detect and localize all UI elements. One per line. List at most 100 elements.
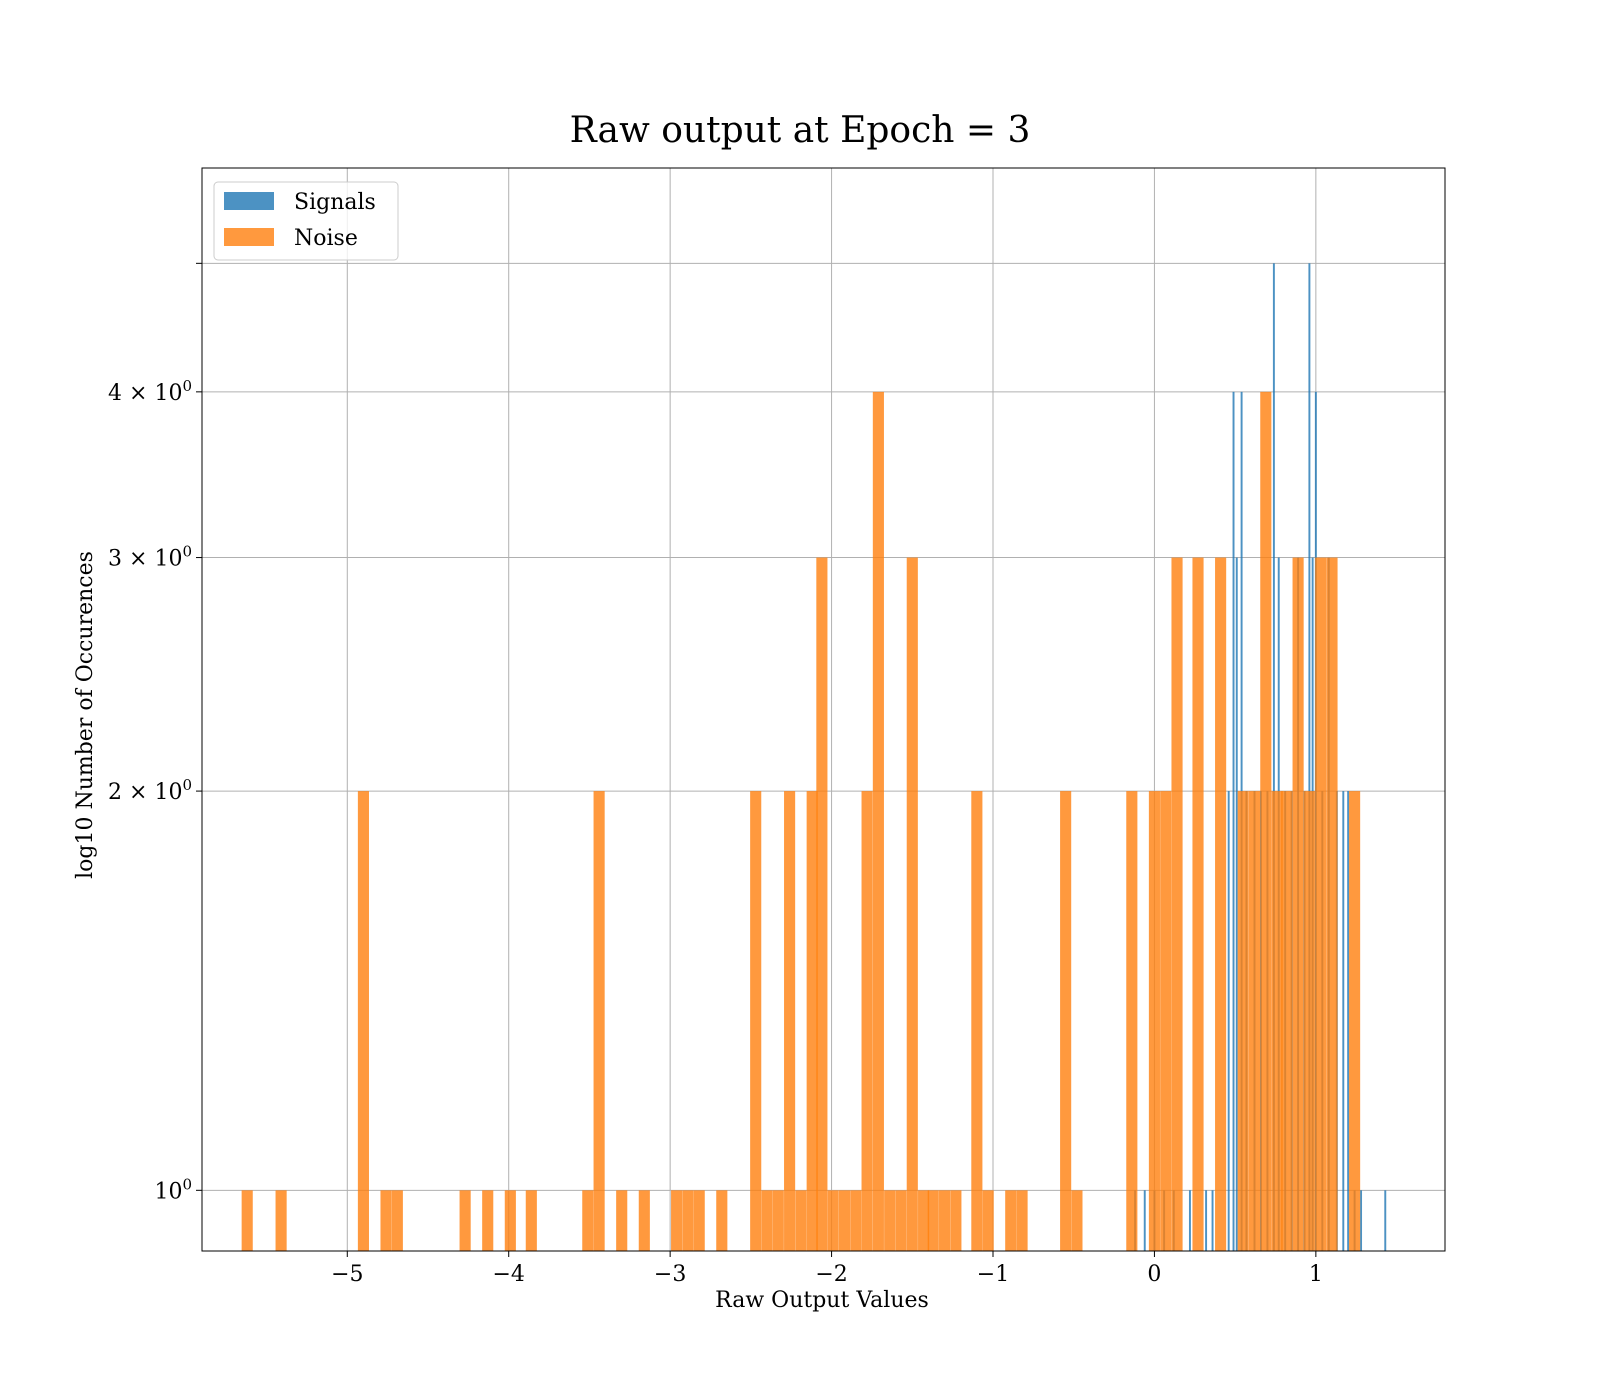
histogram-bar-signals — [1342, 791, 1345, 1251]
x-axis-ticks: −5 −4 −3 −2 −1 0 1 — [331, 1251, 1323, 1287]
histogram-bar-noise — [1292, 557, 1304, 1251]
histogram-bar-noise — [1060, 791, 1072, 1251]
plot-frame — [201, 167, 1446, 1252]
histogram-bar-noise — [1160, 791, 1172, 1251]
histogram-bar-signals — [1227, 791, 1230, 1251]
y-tick-label-exponent: 0 — [182, 1175, 192, 1193]
histogram-bar-noise — [616, 1190, 628, 1251]
histogram-bar-noise — [1281, 791, 1293, 1251]
y-tick-label: 4 × 100 — [108, 377, 192, 406]
histogram-bar-signals — [1232, 391, 1235, 1251]
histogram-bar-noise — [971, 791, 983, 1251]
series-noise — [241, 391, 1361, 1251]
y-axis-label: log10 Number of Occurences — [73, 551, 98, 879]
histogram-bar-noise — [795, 1190, 807, 1251]
legend-label-signals: Signals — [294, 190, 376, 215]
histogram-bar-noise — [716, 1190, 728, 1251]
y-tick-label-base: 10 — [154, 1179, 182, 1204]
histogram-bar-noise — [895, 1190, 907, 1251]
histogram-bar-signals — [1360, 1190, 1363, 1251]
histogram-bar-noise — [1126, 791, 1138, 1251]
histogram-bar-signals — [1384, 1190, 1387, 1251]
y-tick-label-exponent: 0 — [182, 377, 192, 395]
histogram-bar-noise — [872, 391, 884, 1251]
histogram-bar-noise — [682, 1190, 694, 1251]
x-tick-label: −5 — [331, 1262, 363, 1287]
histogram-bar-noise — [638, 1190, 650, 1251]
histogram-bar-noise — [1248, 791, 1261, 1251]
histogram-bar-noise — [1237, 791, 1249, 1251]
histogram-bar-noise — [1349, 791, 1361, 1251]
histogram-bar-noise — [1192, 557, 1204, 1251]
histogram-bars — [241, 263, 1387, 1251]
legend-swatch-signals — [224, 192, 274, 210]
histogram-bar-noise — [357, 791, 369, 1251]
histogram-bar-noise — [482, 1190, 494, 1251]
histogram-bar-signals — [1205, 1190, 1208, 1251]
histogram-bar-noise — [906, 557, 918, 1251]
histogram-bar-noise — [1326, 557, 1338, 1251]
histogram-bar-noise — [939, 1190, 951, 1251]
histogram-bar-noise — [750, 791, 762, 1251]
histogram-bar-noise — [275, 1190, 287, 1251]
histogram-bar-noise — [1148, 791, 1160, 1251]
histogram-bar-noise — [1260, 391, 1272, 1251]
histogram-bar-noise — [982, 1190, 994, 1251]
y-tick-label: 3 × 100 — [108, 543, 192, 572]
histogram-bar-noise — [861, 791, 873, 1251]
histogram-bar-noise — [459, 1190, 471, 1251]
histogram-bar-noise — [1005, 1190, 1017, 1251]
histogram-bar-noise — [784, 791, 796, 1251]
histogram-bar-noise — [1171, 557, 1183, 1251]
histogram-bar-noise — [525, 1190, 537, 1251]
histogram-bar-noise — [582, 1190, 594, 1251]
histogram-bar-noise — [772, 1190, 784, 1251]
histogram-bar-noise — [504, 1190, 516, 1251]
histogram-bar-noise — [816, 557, 828, 1251]
chart-title: Raw output at Epoch = 3 — [570, 110, 1031, 151]
histogram-bar-noise — [884, 1190, 896, 1251]
histogram-bar-noise — [806, 791, 818, 1251]
histogram-bar-noise — [241, 1190, 253, 1251]
histogram-bar-signals — [1308, 263, 1311, 1251]
x-tick-label: −3 — [654, 1262, 686, 1287]
histogram-bar-noise — [1315, 557, 1327, 1251]
x-tick-label: 1 — [1309, 1262, 1323, 1287]
legend: Signals Noise — [213, 181, 399, 261]
histogram-bar-noise — [1303, 791, 1315, 1251]
histogram-bar-signals — [1211, 1190, 1214, 1251]
y-tick-label-base: 4 × 10 — [108, 381, 182, 406]
y-tick-label-base: 2 × 10 — [108, 780, 182, 805]
histogram-bar-noise — [950, 1190, 962, 1251]
x-tick-label: −1 — [977, 1262, 1009, 1287]
y-tick-label-exponent: 0 — [182, 543, 192, 561]
histogram-bar-noise — [827, 1190, 839, 1251]
x-axis-label: Raw Output Values — [715, 1288, 929, 1313]
histogram-bar-signals — [1272, 263, 1275, 1251]
histogram-bar-signals — [1347, 791, 1350, 1251]
histogram-bar-noise — [761, 1190, 773, 1251]
histogram-bar-noise — [1271, 791, 1283, 1251]
x-tick-label: −2 — [815, 1262, 847, 1287]
y-tick-label: 100 — [154, 1175, 192, 1204]
legend-label-noise: Noise — [294, 226, 358, 251]
histogram-bar-noise — [1016, 1190, 1028, 1251]
histogram-bar-signals — [1235, 557, 1238, 1251]
histogram-bar-noise — [593, 791, 605, 1251]
histogram-bar-signals — [1143, 1190, 1146, 1251]
x-tick-label: 0 — [1147, 1262, 1161, 1287]
histogram-bar-noise — [391, 1190, 403, 1251]
histogram-bar-noise — [671, 1190, 683, 1251]
histogram-bar-noise — [927, 1190, 939, 1251]
x-tick-label: −4 — [492, 1262, 524, 1287]
legend-swatch-noise — [224, 228, 274, 246]
histogram-bar-noise — [380, 1190, 392, 1251]
histogram-bar-signals — [1188, 1190, 1191, 1251]
y-tick-label-base: 3 × 10 — [108, 547, 182, 572]
histogram-bar-noise — [838, 1190, 851, 1251]
histogram-bar-noise — [1071, 1190, 1083, 1251]
histogram-bar-noise — [918, 1190, 930, 1251]
histogram-bar-noise — [693, 1190, 705, 1251]
